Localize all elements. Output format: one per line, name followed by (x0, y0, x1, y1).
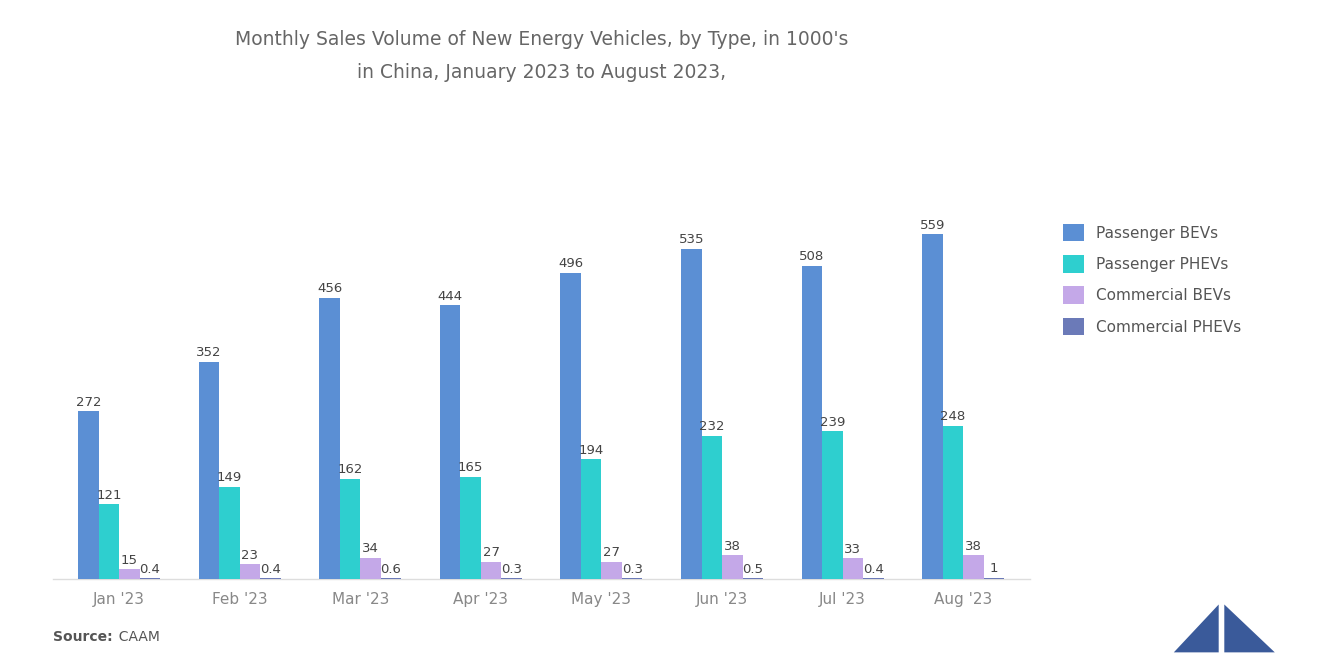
Bar (681, 249, 702, 579)
Text: 0.5: 0.5 (742, 563, 763, 576)
Polygon shape (1225, 604, 1275, 652)
Text: 456: 456 (317, 282, 342, 295)
Bar (942, 426, 964, 579)
Text: 38: 38 (723, 540, 741, 553)
Text: 272: 272 (75, 396, 102, 408)
Bar (702, 436, 722, 579)
Bar (581, 459, 602, 579)
Text: CAAM: CAAM (110, 630, 160, 644)
Text: 535: 535 (678, 233, 704, 247)
Bar (240, 565, 260, 579)
Bar (78, 411, 99, 579)
Text: 34: 34 (362, 542, 379, 555)
Text: 352: 352 (197, 346, 222, 359)
Bar (119, 569, 140, 579)
Text: 1: 1 (990, 563, 998, 575)
Text: 38: 38 (965, 540, 982, 553)
Bar (722, 555, 743, 579)
Text: Monthly Sales Volume of New Energy Vehicles, by Type, in 1000's: Monthly Sales Volume of New Energy Vehic… (235, 30, 847, 49)
Bar (461, 477, 480, 579)
Bar (480, 562, 502, 579)
Bar (801, 265, 822, 579)
Text: 444: 444 (438, 289, 463, 303)
Bar (319, 298, 339, 579)
Text: Source:: Source: (53, 630, 112, 644)
Text: 232: 232 (700, 420, 725, 433)
Text: 27: 27 (483, 547, 500, 559)
Text: 496: 496 (558, 257, 583, 271)
Text: 0.4: 0.4 (140, 563, 160, 576)
Text: 0.3: 0.3 (622, 563, 643, 576)
Bar (440, 305, 461, 579)
Text: 33: 33 (845, 543, 862, 556)
Text: in China, January 2023 to August 2023,: in China, January 2023 to August 2023, (356, 63, 726, 82)
Bar (822, 432, 842, 579)
Bar (964, 555, 983, 579)
Bar (360, 557, 380, 579)
Text: 121: 121 (96, 489, 121, 501)
Bar (219, 487, 240, 579)
Bar (923, 234, 942, 579)
Text: 162: 162 (338, 464, 363, 476)
Text: 23: 23 (242, 549, 259, 562)
Text: 0.6: 0.6 (380, 563, 401, 576)
Text: 239: 239 (820, 416, 845, 429)
Polygon shape (1173, 604, 1218, 652)
Text: 508: 508 (800, 250, 825, 263)
Text: 165: 165 (458, 462, 483, 474)
Text: 0.4: 0.4 (260, 563, 281, 576)
Bar (339, 479, 360, 579)
Text: 0.3: 0.3 (502, 563, 523, 576)
Legend: Passenger BEVs, Passenger PHEVs, Commercial BEVs, Commercial PHEVs: Passenger BEVs, Passenger PHEVs, Commerc… (1057, 217, 1247, 342)
Text: 194: 194 (578, 444, 603, 457)
Text: 15: 15 (121, 554, 137, 567)
Text: 0.4: 0.4 (863, 563, 884, 576)
Text: 149: 149 (216, 471, 242, 484)
Bar (99, 504, 119, 579)
Text: 559: 559 (920, 219, 945, 231)
Bar (561, 273, 581, 579)
Text: 248: 248 (940, 410, 966, 424)
Bar (602, 562, 622, 579)
Bar (199, 362, 219, 579)
Text: 27: 27 (603, 547, 620, 559)
Bar (842, 558, 863, 579)
